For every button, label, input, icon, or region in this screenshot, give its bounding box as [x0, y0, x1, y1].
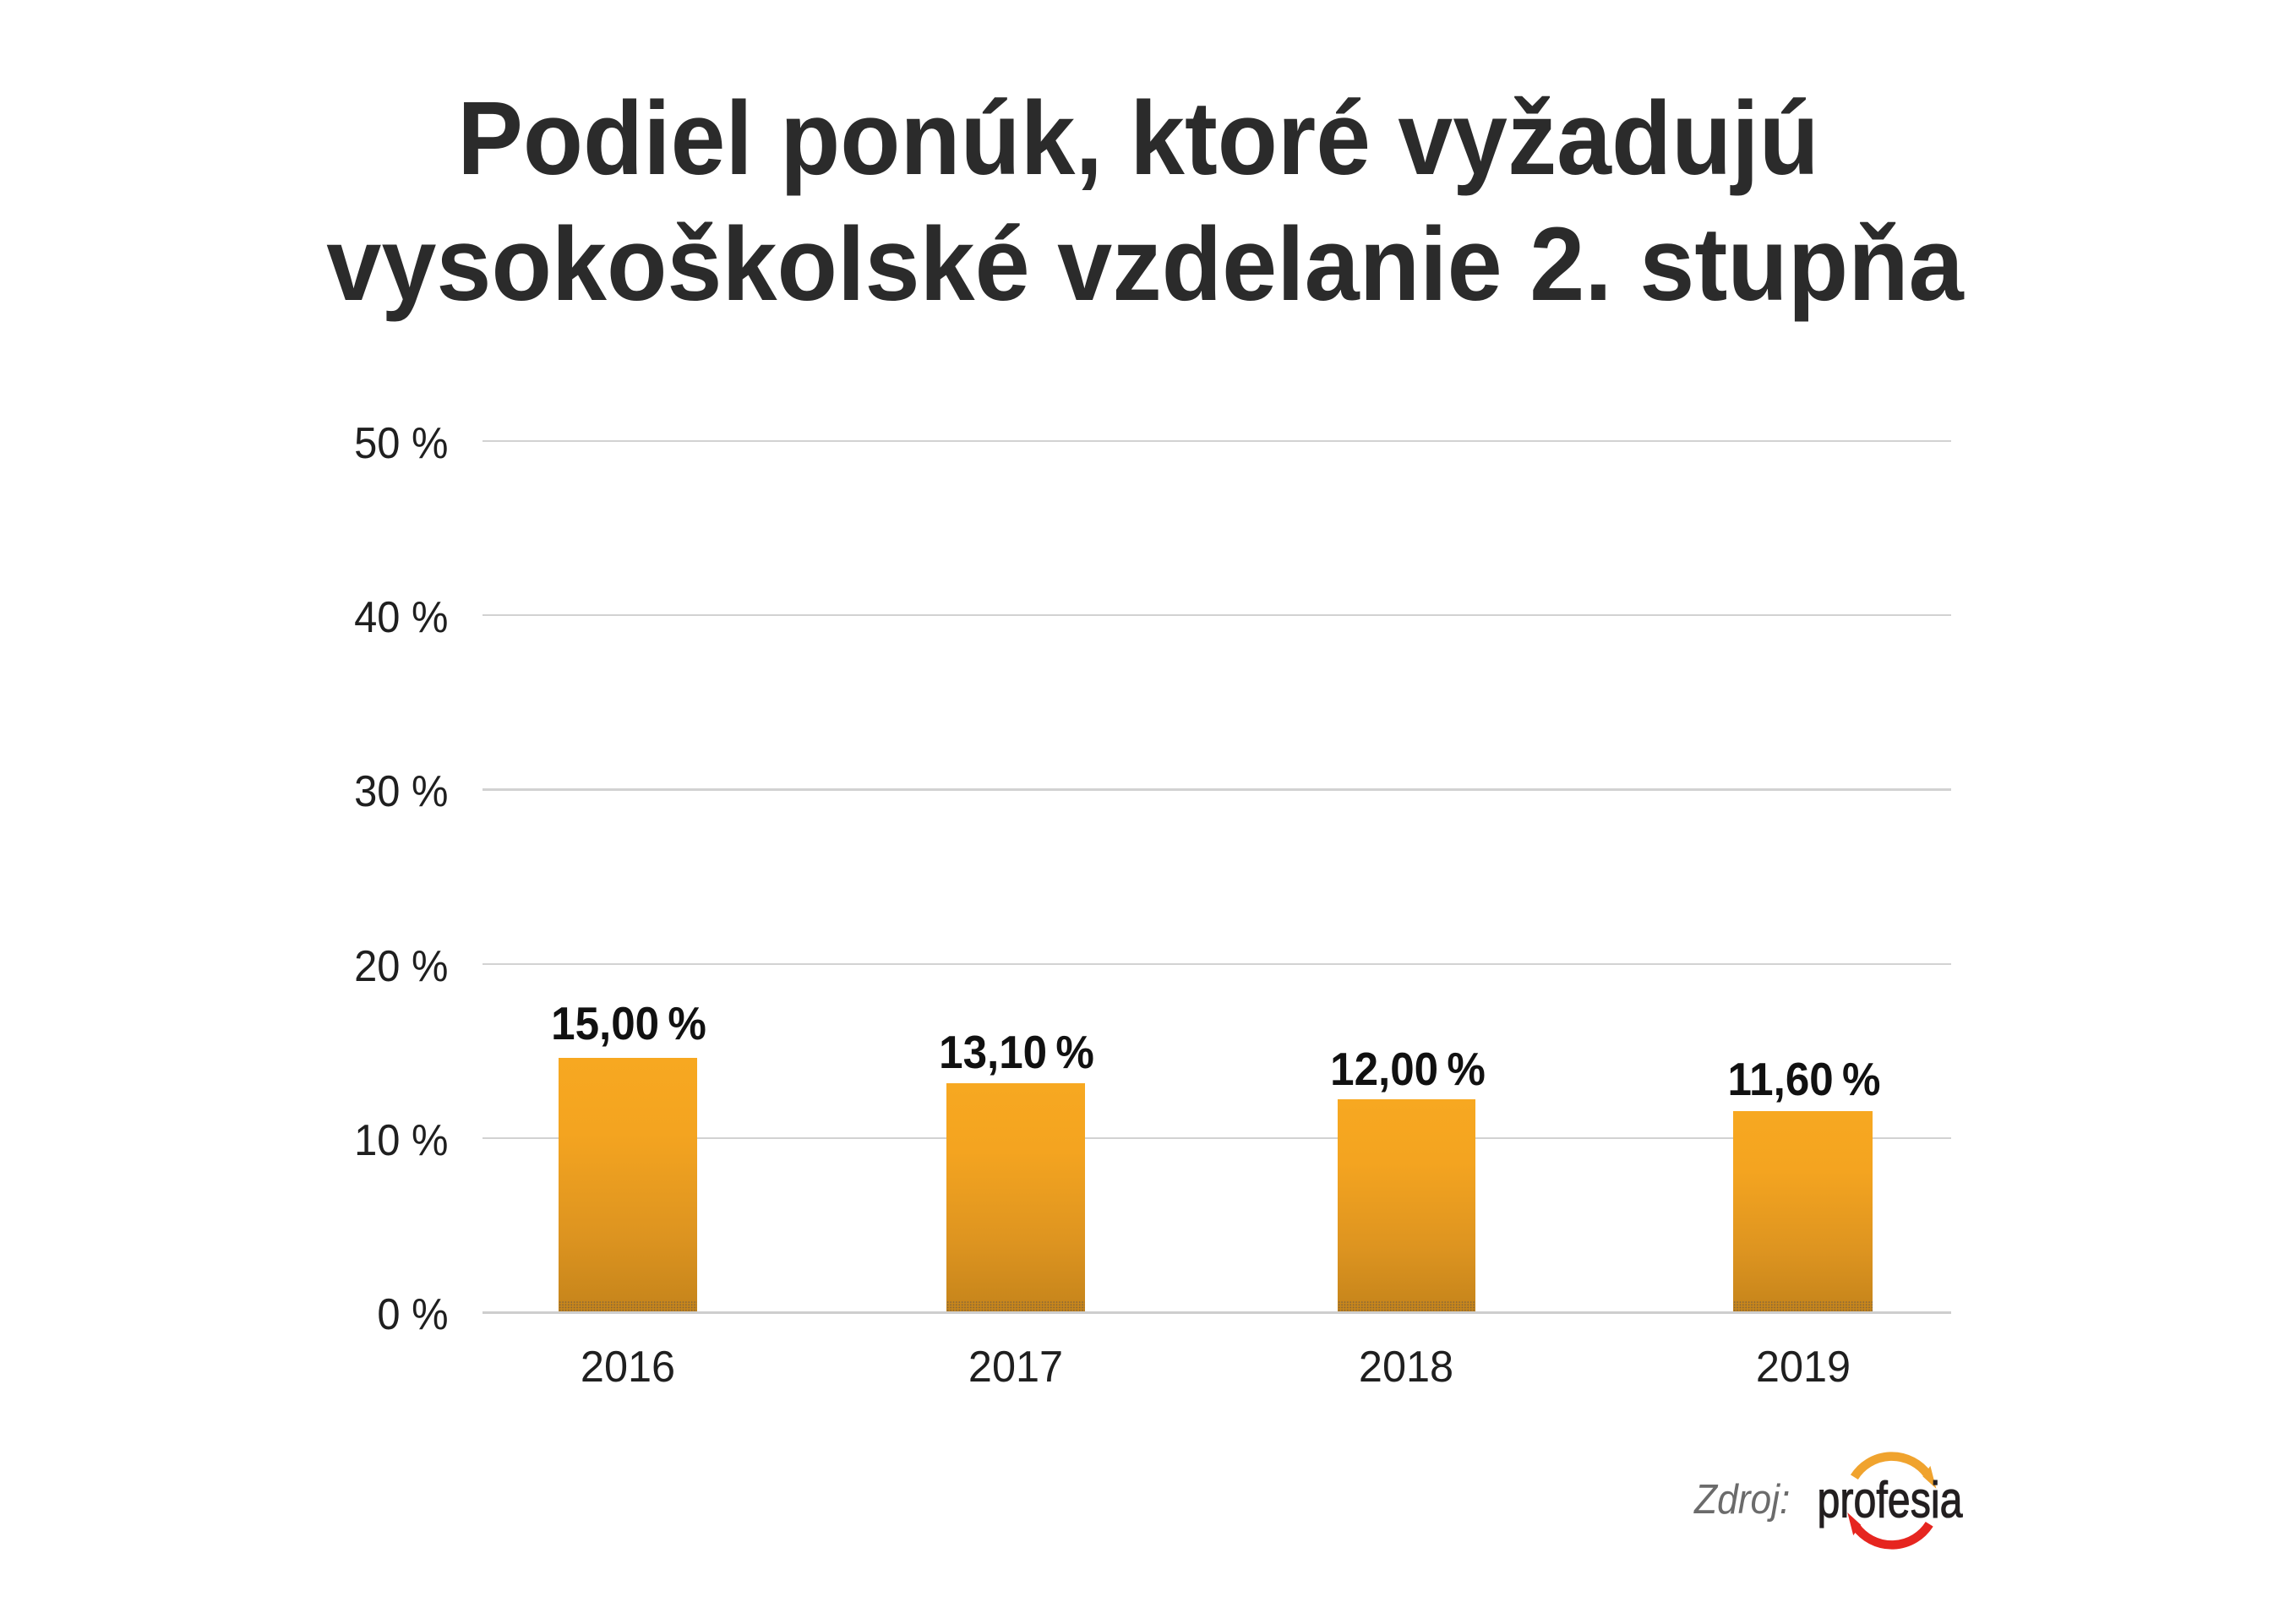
- svg-text:profesia: profesia: [1818, 1472, 1963, 1529]
